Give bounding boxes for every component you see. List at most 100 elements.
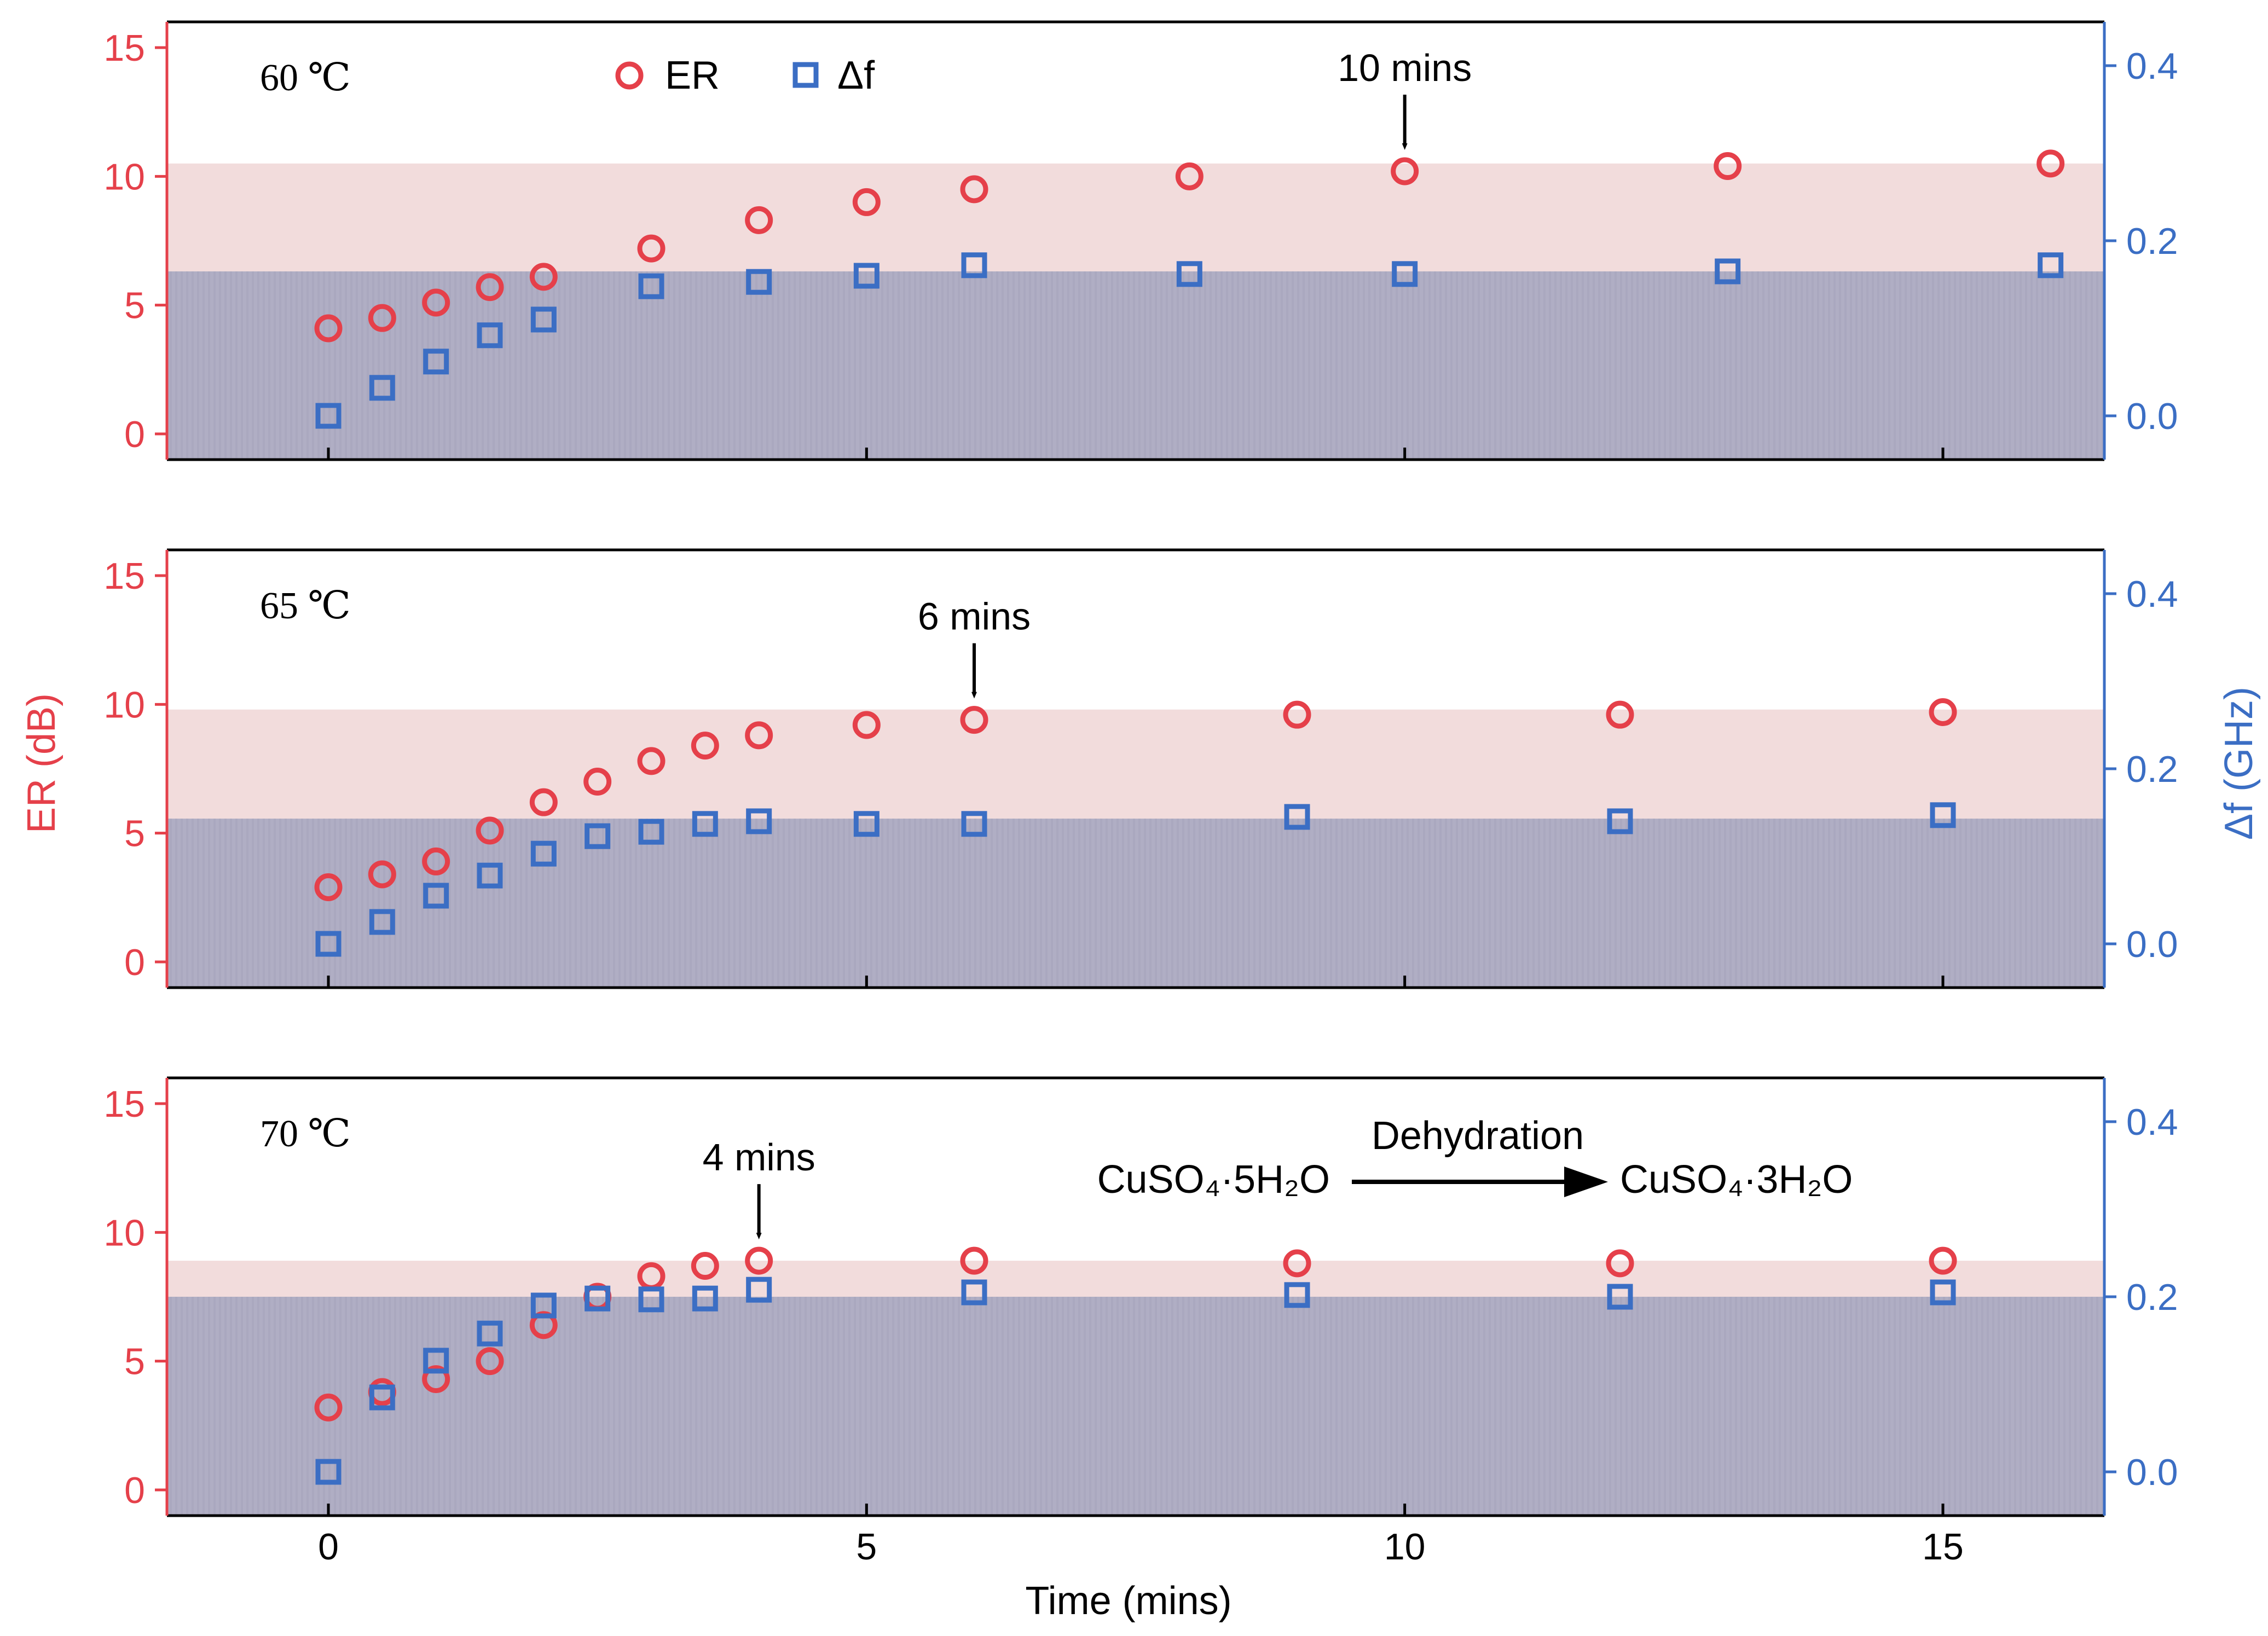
er-point: [2036, 149, 2065, 178]
df-point: [746, 808, 772, 834]
y-right-tick-label: 0.4: [2126, 45, 2178, 87]
legend-er-marker: [615, 61, 644, 90]
x-tick-label: 5: [856, 1526, 877, 1568]
time-arrow-label: 4 mins: [703, 1136, 815, 1179]
df-point: [638, 273, 664, 299]
er-point: [314, 314, 343, 343]
er-point: [745, 1246, 773, 1275]
df-point: [961, 252, 987, 279]
y-left-tick-label: 0: [124, 414, 145, 455]
y-left-tick-label: 0: [124, 1470, 145, 1511]
er-point: [529, 788, 558, 816]
panel-2: 0 5 10 15 0.0 0.2 0.4 65 ℃ 6 mins: [103, 548, 2178, 989]
y-right-tick-label: 0.0: [2126, 1452, 2178, 1493]
df-point: [1607, 808, 1633, 834]
er-point: [745, 206, 773, 234]
df-point: [315, 1459, 342, 1485]
df-point: [369, 1384, 395, 1411]
er-point: [583, 768, 612, 796]
x-tick-label: 10: [1384, 1526, 1426, 1568]
er-point: [691, 1252, 719, 1280]
er-point: [637, 747, 666, 775]
er-point: [476, 273, 504, 301]
df-point: [423, 883, 449, 909]
er-point: [637, 234, 666, 263]
legend-df-label: Δf: [837, 54, 875, 97]
er-point: [1606, 1249, 1634, 1278]
reaction-right-compound: CuSO₄·3H₂O: [1620, 1158, 1853, 1202]
y-left-tick-label: 15: [103, 27, 145, 69]
df-point: [585, 823, 611, 849]
er-point: [1929, 698, 1957, 726]
legend-er-label: ER: [665, 54, 720, 97]
df-point: [692, 811, 718, 837]
df-band-stripes: [167, 819, 2104, 988]
df-point: [692, 1285, 718, 1312]
x-axis-label: Time (mins): [1025, 1579, 1231, 1623]
er-point: [314, 873, 343, 901]
y-left-tick-label: 10: [103, 156, 145, 198]
y-right-tick-label: 0.4: [2126, 573, 2178, 615]
y-left-tick-label: 0: [124, 942, 145, 983]
er-point: [1929, 1246, 1957, 1275]
y-left-tick-label: 5: [124, 813, 145, 855]
df-point: [477, 322, 503, 349]
df-point: [530, 1292, 557, 1319]
panel-3: 0 5 10 15 0 5 10 15 0.0 0.2 0.4 70 ℃ 4 mins: [103, 1076, 2178, 1568]
panel-1: 0 5 10 15 0.0 0.2 0.4 60 ℃ 10 mins: [103, 20, 2178, 461]
df-band-stripes: [167, 271, 2104, 460]
x-tick-label: 15: [1922, 1526, 1964, 1568]
er-point: [529, 263, 558, 291]
er-point: [422, 1365, 450, 1394]
df-point: [1284, 804, 1310, 830]
y-axis-left-label: ER (dB): [20, 693, 63, 833]
df-point: [423, 349, 449, 375]
df-point: [1930, 1279, 1956, 1306]
er-point: [852, 711, 881, 739]
y-left-tick-label: 5: [124, 285, 145, 327]
y-right-tick-label: 0.0: [2126, 396, 2178, 437]
er-point: [1714, 152, 1742, 181]
df-point: [1176, 261, 1202, 287]
er-point: [1606, 700, 1634, 729]
x-tick-label: 0: [318, 1526, 339, 1568]
df-point: [746, 1277, 772, 1303]
df-point: [477, 862, 503, 889]
er-point: [368, 860, 396, 889]
y-right-tick-label: 0.2: [2126, 749, 2178, 790]
panels: 0 5 10 15 0.0 0.2 0.4 60 ℃ 10 mins 0 5 10 15 0.0 0.2 0.…: [103, 20, 2178, 1568]
df-point: [961, 811, 987, 837]
er-point: [852, 188, 881, 216]
df-point: [530, 306, 557, 333]
y-left-tick-label: 15: [103, 1083, 145, 1125]
df-point: [1715, 258, 1741, 285]
reaction-left-compound: CuSO₄·5H₂O: [1097, 1158, 1330, 1202]
df-point: [746, 269, 772, 295]
panel-label: 60 ℃: [260, 57, 351, 99]
er-point: [476, 816, 504, 845]
y-left-tick-label: 10: [103, 1212, 145, 1254]
time-arrow-label: 10 mins: [1338, 47, 1472, 89]
df-point: [585, 1285, 611, 1312]
er-point: [1391, 157, 1419, 185]
df-point: [423, 1348, 449, 1374]
er-point: [368, 304, 396, 332]
er-point: [476, 1347, 504, 1376]
df-point: [369, 909, 395, 935]
y-left-tick-label: 5: [124, 1341, 145, 1383]
y-right-tick-label: 0.2: [2126, 221, 2178, 262]
reaction-arrow-label: Dehydration: [1372, 1114, 1584, 1158]
df-point: [2038, 252, 2064, 279]
er-point: [1283, 1249, 1311, 1278]
y-right-tick-label: 0.2: [2126, 1277, 2178, 1318]
er-point: [314, 1393, 343, 1422]
df-point: [369, 375, 395, 401]
df-point: [530, 840, 557, 867]
df-band-stripes: [167, 1297, 2104, 1516]
er-point: [422, 288, 450, 317]
reaction-annotation: CuSO₄·5H₂O Dehydration CuSO₄·3H₂O: [1097, 1114, 1853, 1202]
df-point: [1284, 1282, 1310, 1308]
er-point: [960, 1246, 988, 1275]
df-point: [638, 1286, 664, 1313]
